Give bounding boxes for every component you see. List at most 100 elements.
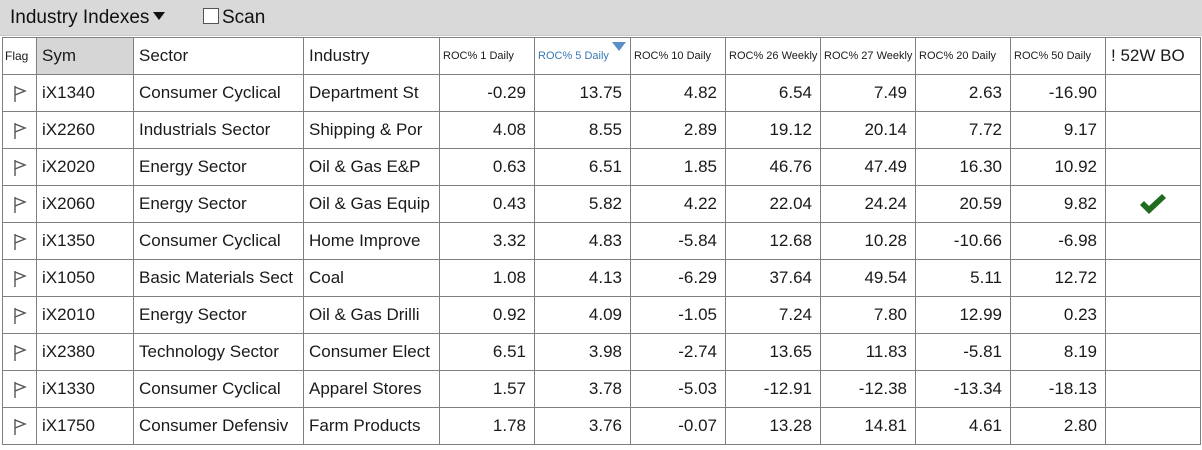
roc1-cell: 0.92 [439,296,535,334]
flag-icon[interactable] [12,270,28,288]
sector-cell: Energy Sector [133,148,304,186]
flag-icon[interactable] [12,381,28,399]
roc1-cell: 1.08 [439,259,535,297]
table-row[interactable]: iX2060 Energy Sector Oil & Gas Equip 0.43 5.… [2,185,1201,223]
roc26w-cell: 13.65 [725,333,821,371]
sector-cell: Consumer Cyclical [133,370,304,408]
roc10-cell: -2.74 [630,333,726,371]
column-header-sym[interactable]: Sym [36,37,134,75]
roc20-cell: 12.99 [915,296,1011,334]
column-header-roc1[interactable]: ROC% 1 Daily [439,37,535,75]
roc1-cell: 6.51 [439,333,535,371]
roc20-cell: 5.11 [915,259,1011,297]
flag-cell[interactable] [2,296,37,334]
industry-cell: Home Improve [303,222,440,260]
roc50-cell: 0.23 [1010,296,1106,334]
roc5-cell: 4.09 [534,296,631,334]
industry-cell: Shipping & Por [303,111,440,149]
roc20-cell: -10.66 [915,222,1011,260]
roc27w-cell: 14.81 [820,407,916,445]
table-row[interactable]: iX2020 Energy Sector Oil & Gas E&P 0.63 6.51… [2,148,1201,186]
roc27w-cell: 47.49 [820,148,916,186]
flag-cell[interactable] [2,407,37,445]
bo52-cell [1105,111,1201,149]
sym-cell: iX2020 [36,148,134,186]
roc27w-cell: 49.54 [820,259,916,297]
flag-cell[interactable] [2,185,37,223]
table-row[interactable]: iX1330 Consumer Cyclical Apparel Stores 1.5… [2,370,1201,408]
table-row[interactable]: iX2010 Energy Sector Oil & Gas Drilli 0.92 4… [2,296,1201,334]
roc1-cell: 1.78 [439,407,535,445]
industry-indexes-dropdown[interactable]: Industry Indexes [10,7,166,29]
table-row[interactable]: iX2260 Industrials Sector Shipping & Por 4.… [2,111,1201,149]
roc20-cell: 7.72 [915,111,1011,149]
roc1-cell: -0.29 [439,74,535,112]
column-header-industry[interactable]: Industry [303,37,440,75]
industry-cell: Oil & Gas Drilli [303,296,440,334]
sym-cell: iX1350 [36,222,134,260]
flag-icon[interactable] [12,196,28,214]
flag-cell[interactable] [2,111,37,149]
roc5-cell: 3.78 [534,370,631,408]
toolbar: Industry Indexes Scan [0,0,1202,36]
flag-icon[interactable] [12,344,28,362]
table-row[interactable]: iX1350 Consumer Cyclical Home Improve 3.32 4… [2,222,1201,260]
roc26w-cell: 7.24 [725,296,821,334]
column-header-roc10[interactable]: ROC% 10 Daily [630,37,726,75]
roc27w-cell: 24.24 [820,185,916,223]
column-header-roc50[interactable]: ROC% 50 Daily [1010,37,1106,75]
column-header-roc5-label: ROC% 5 Daily [538,50,609,62]
flag-cell[interactable] [2,148,37,186]
flag-cell[interactable] [2,222,37,260]
roc20-cell: -5.81 [915,333,1011,371]
roc5-cell: 3.76 [534,407,631,445]
flag-cell[interactable] [2,259,37,297]
roc26w-cell: -12.91 [725,370,821,408]
table-row[interactable]: iX1050 Basic Materials Sect Coal 1.08 4.13 -6… [2,259,1201,297]
roc26w-cell: 6.54 [725,74,821,112]
roc20-cell: 20.59 [915,185,1011,223]
bo52-cell [1105,296,1201,334]
flag-icon[interactable] [12,122,28,140]
flag-icon[interactable] [12,159,28,177]
checkbox-icon[interactable] [203,7,219,24]
table-row[interactable]: iX1750 Consumer Defensiv Farm Products 1.78… [2,407,1201,445]
table-row[interactable]: iX1340 Consumer Cyclical Department St -0.2… [2,74,1201,112]
flag-cell[interactable] [2,370,37,408]
flag-icon[interactable] [12,307,28,325]
scan-checkbox[interactable]: Scan [203,7,265,29]
roc26w-cell: 46.76 [725,148,821,186]
sector-cell: Technology Sector [133,333,304,371]
sym-cell: iX1330 [36,370,134,408]
sector-cell: Consumer Cyclical [133,74,304,112]
sector-cell: Energy Sector [133,296,304,334]
roc5-cell: 4.83 [534,222,631,260]
flag-cell[interactable] [2,74,37,112]
bo52-cell [1105,259,1201,297]
header-row: Flag Sym Sector Industry ROC% 1 Daily RO… [2,37,1201,75]
flag-icon[interactable] [12,85,28,103]
roc10-cell: 4.82 [630,74,726,112]
roc27w-cell: 20.14 [820,111,916,149]
column-header-sector[interactable]: Sector [133,37,304,75]
table-row[interactable]: iX2380 Technology Sector Consumer Elect 6.5… [2,333,1201,371]
roc5-cell: 6.51 [534,148,631,186]
roc50-cell: 9.17 [1010,111,1106,149]
column-header-flag[interactable]: Flag [2,37,37,75]
roc20-cell: 4.61 [915,407,1011,445]
column-header-roc27w[interactable]: ROC% 27 Weekly [820,37,916,75]
flag-icon[interactable] [12,233,28,251]
column-header-roc5[interactable]: ROC% 5 Daily [534,37,631,75]
flag-cell[interactable] [2,333,37,371]
industry-cell: Farm Products [303,407,440,445]
sector-cell: Consumer Defensiv [133,407,304,445]
column-header-roc20[interactable]: ROC% 20 Daily [915,37,1011,75]
dropdown-label: Industry Indexes [10,7,150,28]
sym-cell: iX2010 [36,296,134,334]
column-header-52w-bo[interactable]: ! 52W BO [1105,37,1201,75]
roc26w-cell: 19.12 [725,111,821,149]
column-header-roc26w[interactable]: ROC% 26 Weekly [725,37,821,75]
roc5-cell: 8.55 [534,111,631,149]
flag-icon[interactable] [12,418,28,436]
